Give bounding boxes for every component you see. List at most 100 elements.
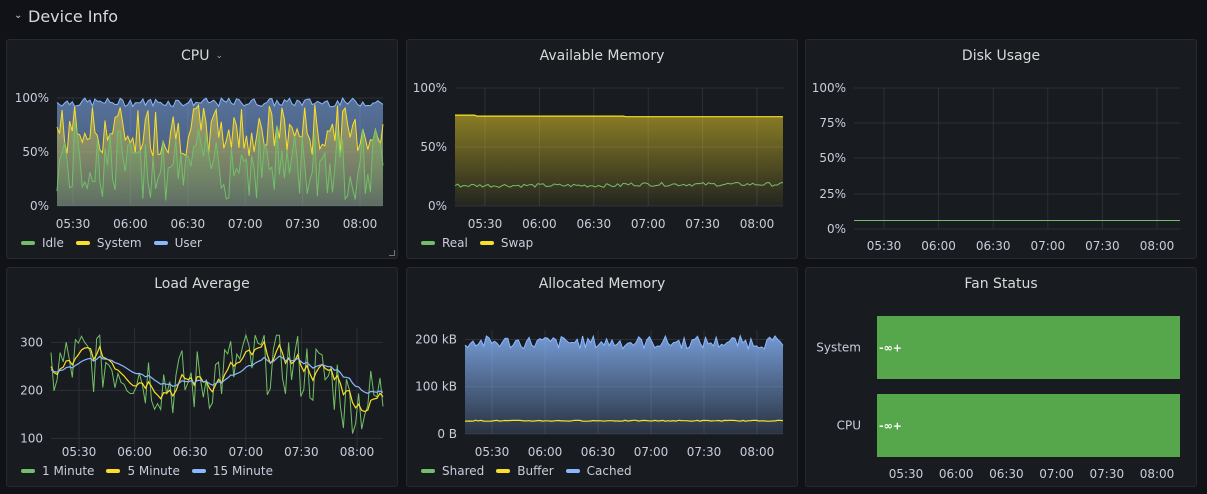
x-tick-label: 07:30 [687, 445, 722, 459]
legend-item-shared[interactable]: Shared [421, 464, 484, 478]
y-tick-label: 25% [819, 187, 846, 201]
series-user-line [56, 96, 384, 108]
panel-title[interactable]: Allocated Memory [538, 276, 666, 292]
panel-title-text: CPU [180, 48, 210, 64]
legend-label: Idle [42, 236, 64, 250]
x-tick-label: 06:30 [171, 217, 206, 231]
cpu-graph[interactable]: 0% 50% 100% 05:30 06:00 06:30 07:00 07:30 08:00 [7, 40, 398, 259]
series-system-line [56, 103, 384, 158]
legend-swatch [421, 241, 435, 245]
x-tick-label: 06:00 [113, 217, 148, 231]
y-tick-label: 100 kB [415, 380, 457, 394]
fan-status-graph[interactable]: System -∞+ CPU -∞+ 05:30 06:00 06:30 07:00 07:30… [806, 268, 1197, 487]
cpu-panel[interactable]: CPU ⌄ 0% 50% 100% 05:30 06:00 06:30 07:00 07:30 0… [6, 39, 398, 259]
legend-item-real[interactable]: Real [421, 236, 468, 250]
series-cached-area [465, 335, 783, 434]
legend: 1 Minute 5 Minute 15 Minute [21, 464, 273, 478]
load-average-graph[interactable]: 100 200 300 05:30 06:00 06:30 07:00 07:30 08:00 [7, 268, 398, 487]
x-tick-label: 07:30 [1085, 239, 1120, 253]
x-tick-label: 07:00 [1039, 467, 1074, 481]
y-tick-label: 100 [20, 431, 43, 445]
fan-category-label: System [816, 341, 861, 355]
panel-title[interactable]: Available Memory [539, 48, 665, 64]
x-tick-label: 06:00 [939, 467, 974, 481]
y-tick-label: 0% [30, 199, 49, 213]
legend-label: User [174, 236, 202, 250]
allocated-memory-graph[interactable]: 0 B 100 kB 200 kB 05:30 06:00 06:30 07:00 07:30… [407, 268, 798, 487]
series-buffer-line [465, 419, 784, 422]
x-tick-label: 06:00 [117, 445, 152, 459]
available-memory-panel[interactable]: Available Memory 0% 50% 100% 05:30 06:00 06:3… [406, 39, 798, 259]
legend-swatch [496, 469, 511, 473]
fan-status-panel[interactable]: Fan Status System -∞+ CPU -∞+ 05:30 06:00 06:3… [805, 267, 1197, 487]
panel-title[interactable]: Load Average [154, 276, 250, 292]
row-title: Device Info [28, 6, 119, 26]
fan-bar-cpu[interactable] [877, 394, 1180, 457]
row-device-info-toggle[interactable]: ⌄ Device Info [14, 5, 118, 27]
legend-item-idle[interactable]: Idle [21, 236, 64, 250]
legend: Real Swap [421, 236, 533, 250]
y-tick-label: 0% [428, 199, 447, 213]
legend-item-system[interactable]: System [75, 236, 142, 250]
legend-swatch [106, 469, 121, 473]
legend-item-swap[interactable]: Swap [479, 236, 534, 250]
series-idle-area [57, 122, 383, 206]
legend-label: Swap [500, 236, 534, 250]
x-tick-label: 05:30 [889, 467, 924, 481]
fan-bar-system[interactable] [877, 316, 1180, 379]
y-tick-label: 75% [819, 116, 846, 130]
available-memory-graph[interactable]: 0% 50% 100% 05:30 06:00 06:30 07:00 07:30 08:00 [407, 40, 798, 259]
y-tick-label: 100% [812, 81, 846, 95]
legend-item-user[interactable]: User [153, 236, 202, 250]
x-tick-label: 06:30 [989, 467, 1024, 481]
x-tick-label: 06:30 [581, 445, 616, 459]
x-tick-label: 06:00 [522, 217, 557, 231]
legend-item-buffer[interactable]: Buffer [496, 464, 554, 478]
legend-label: Shared [442, 464, 485, 478]
y-tick-label: 50% [420, 140, 447, 154]
chevron-down-icon: ⌄ [14, 9, 23, 21]
disk-usage-panel[interactable]: Disk Usage 0% 25% 50% 75% 100% 05:30 06:00 06:3… [805, 39, 1197, 259]
legend-label: 15 Minute [212, 464, 273, 478]
x-tick-label: 07:00 [1031, 239, 1066, 253]
series-idle-line [56, 121, 384, 201]
legend: Idle System User [21, 236, 202, 250]
legend-label: Cached [586, 464, 632, 478]
x-tick-label: 06:30 [173, 445, 208, 459]
x-tick-label: 07:00 [631, 217, 666, 231]
x-tick-label: 07:00 [228, 217, 263, 231]
legend-swatch [479, 241, 494, 245]
panel-title[interactable]: Disk Usage [961, 48, 1041, 64]
panel-title[interactable]: CPU ⌄ [7, 48, 397, 64]
allocated-memory-panel[interactable]: Allocated Memory 0 B 100 kB 200 kB 05:30 06:… [406, 267, 798, 487]
resize-handle-icon[interactable] [389, 250, 395, 256]
series-real-line [454, 181, 784, 188]
series-swap-line [455, 114, 783, 118]
legend-item-1-minute[interactable]: 1 Minute [21, 464, 94, 478]
fan-value-label: -∞+ [879, 420, 902, 433]
x-tick-label: 07:30 [1090, 467, 1125, 481]
legend-item-15-minute[interactable]: 15 Minute [191, 464, 273, 478]
legend-item-cached[interactable]: Cached [565, 464, 632, 478]
panel-title[interactable]: Fan Status [964, 276, 1038, 292]
load-average-panel[interactable]: Load Average 100 200 300 05:30 06:00 06:30 07:… [6, 267, 398, 487]
legend-swatch [191, 469, 206, 473]
x-tick-label: 07:30 [284, 445, 319, 459]
fan-category-label: CPU [837, 419, 861, 433]
legend: Shared Buffer Cached [421, 464, 632, 478]
x-tick-label: 08:00 [1140, 467, 1175, 481]
legend-label: System [96, 236, 142, 250]
x-tick-label: 05:30 [475, 445, 510, 459]
chevron-down-icon[interactable]: ⌄ [215, 51, 223, 61]
disk-usage-graph[interactable]: 0% 25% 50% 75% 100% 05:30 06:00 06:30 07:00 07:30… [806, 40, 1197, 259]
legend-label: Real [442, 236, 468, 250]
legend-label: 1 Minute [42, 464, 95, 478]
legend-swatch [21, 241, 35, 245]
x-tick-label: 05:30 [62, 445, 97, 459]
x-tick-label: 07:00 [634, 445, 669, 459]
legend-item-5-minute[interactable]: 5 Minute [106, 464, 180, 478]
legend-swatch [565, 469, 580, 473]
x-tick-label: 08:00 [740, 445, 775, 459]
legend-swatch [21, 469, 35, 473]
x-tick-label: 06:00 [921, 239, 956, 253]
